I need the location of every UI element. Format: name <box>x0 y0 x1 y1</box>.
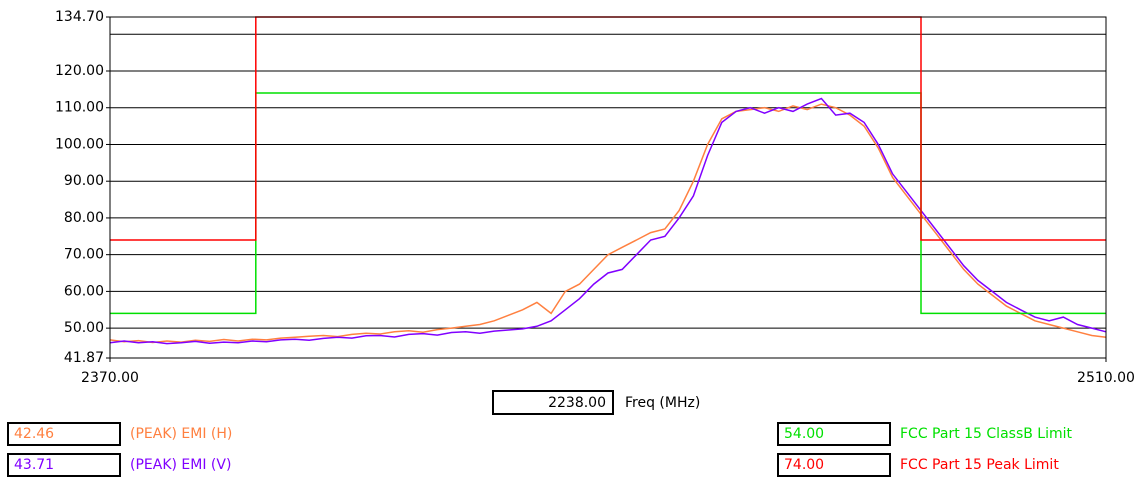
series-line <box>110 92 1106 315</box>
y-tick-label: 110.00 <box>55 100 104 116</box>
y-tick-label: 41.87 <box>64 350 104 366</box>
x-tick-label: 2510.00 <box>1077 370 1135 386</box>
y-tick-label: 50.00 <box>64 320 104 336</box>
cursor-value: 2238.00 <box>548 395 606 411</box>
y-tick-label: 120.00 <box>55 63 104 79</box>
plot-area <box>110 17 1106 358</box>
y-tick-label: 80.00 <box>64 210 104 226</box>
legend-readout: 74.00 <box>784 457 824 473</box>
plot-border <box>109 16 1107 359</box>
y-tick-label: 100.00 <box>55 136 104 152</box>
y-tick-label: 134.70 <box>55 9 104 25</box>
legend-label: (PEAK) EMI (H) <box>130 426 232 442</box>
legend-label: (PEAK) EMI (V) <box>130 457 231 473</box>
legend-readout: 42.46 <box>14 426 54 442</box>
legend-label: FCC Part 15 Peak Limit <box>900 457 1059 473</box>
legend-label: FCC Part 15 ClassB Limit <box>900 426 1073 442</box>
series-line <box>109 97 1107 345</box>
y-tick-label: 60.00 <box>64 283 104 299</box>
y-tick-label: 90.00 <box>64 173 104 189</box>
series-line <box>109 103 1107 344</box>
legend-readout-box <box>7 453 121 477</box>
cursor-box <box>492 390 614 415</box>
legend-readout-box <box>777 453 891 477</box>
x-tick-label: 2370.00 <box>81 370 139 386</box>
legend-readout-box <box>777 422 891 446</box>
y-tick-label: 70.00 <box>64 247 104 263</box>
x-axis-label: Freq (MHz) <box>625 395 700 411</box>
legend-readout: 54.00 <box>784 426 824 442</box>
legend-readout: 43.71 <box>14 457 54 473</box>
legend-readout-box <box>7 422 121 446</box>
